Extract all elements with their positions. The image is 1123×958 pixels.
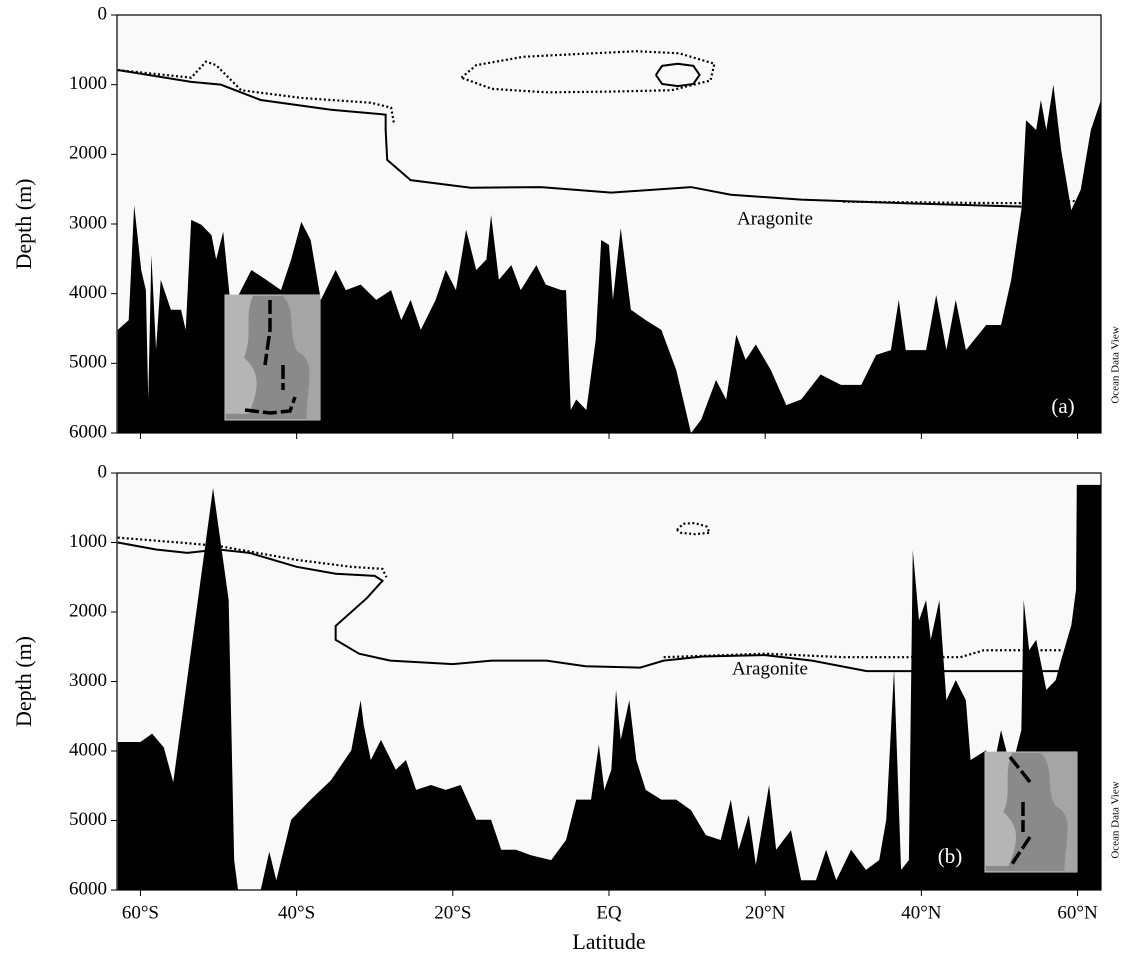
annotation: Aragonite <box>737 208 813 229</box>
y-tick-label: 0 <box>98 3 108 24</box>
panel: 0 1000 2000 3000 4000 5000 6000 60°S 40°S 20°S EQ 2… <box>11 461 1121 954</box>
x-axis-label: Latitude <box>572 929 645 954</box>
y-tick-label: 3000 <box>69 212 107 233</box>
y-tick-label: 5000 <box>69 352 107 373</box>
y-tick-label: 2000 <box>69 143 107 164</box>
annotation: Ocean Data View <box>1110 326 1122 403</box>
x-tick-label: 60°S <box>122 902 159 923</box>
x-tick-label: EQ <box>596 902 622 923</box>
y-tick-label: 5000 <box>69 809 107 830</box>
y-axis-label: Depth (m) <box>11 178 36 269</box>
y-tick-label: 6000 <box>69 878 107 899</box>
x-tick-label: 60°N <box>1057 902 1098 923</box>
y-tick-label: 1000 <box>69 73 107 94</box>
y-tick-label: 6000 <box>69 421 107 442</box>
x-tick-label: 40°N <box>901 902 942 923</box>
annotation: Aragonite <box>732 658 808 679</box>
y-tick-label: 4000 <box>69 282 107 303</box>
figure: 0 1000 2000 3000 4000 5000 6000 Depth (m) Aragon… <box>0 0 1123 958</box>
y-tick-label: 2000 <box>69 600 107 621</box>
annotation: Ocean Data View <box>1110 781 1122 858</box>
y-tick-label: 1000 <box>69 531 107 552</box>
y-tick-label: 4000 <box>69 739 107 760</box>
panel: 0 1000 2000 3000 4000 5000 6000 Depth (m) Aragon… <box>11 3 1121 442</box>
annotation: (a) <box>1051 394 1074 418</box>
y-axis-label: Depth (m) <box>11 636 36 727</box>
y-tick-label: 0 <box>98 461 108 482</box>
annotation: (b) <box>938 844 963 868</box>
x-tick-label: 20°S <box>434 902 471 923</box>
x-tick-label: 20°N <box>745 902 786 923</box>
x-tick-label: 40°S <box>278 902 315 923</box>
y-tick-label: 3000 <box>69 670 107 691</box>
